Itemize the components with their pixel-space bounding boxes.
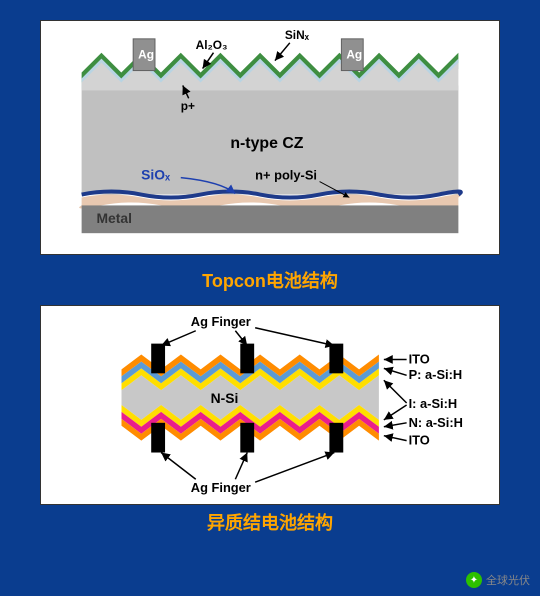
agfinger-bot-label: Ag Finger	[191, 480, 251, 495]
metal-layer	[82, 205, 459, 233]
watermark: ✦ 全球光伏	[466, 572, 530, 588]
al2o3-label: Al₂O₃	[196, 38, 228, 52]
wechat-icon: ✦	[466, 572, 482, 588]
siox-label: SiOₓ	[141, 167, 171, 183]
arrow-agtop-2	[235, 331, 247, 346]
sinx-arrow	[275, 43, 290, 61]
arrow-agbot-3	[255, 453, 334, 483]
ag-finger-top-1	[151, 344, 165, 374]
arrow-agbot-1	[161, 453, 196, 480]
arrow-agtop-3	[255, 328, 334, 346]
agfinger-top-label: Ag Finger	[191, 314, 251, 329]
ag-finger-top-2	[240, 344, 254, 374]
p-asi-label: P: a-Si:H	[409, 367, 463, 382]
topcon-diagram: Ag Ag Al₂O₃ SiNₓ p+ n-type CZ SiOₓ n+ po…	[40, 20, 500, 255]
ito-bot-label: ITO	[409, 433, 430, 448]
ito-top-label: ITO	[409, 351, 430, 366]
watermark-text: 全球光伏	[486, 572, 530, 588]
i-asi-label: I: a-Si:H	[409, 396, 458, 411]
n-asi-label: N: a-Si:H	[409, 415, 463, 430]
arrow-agbot-2	[235, 453, 247, 480]
topcon-svg: Ag Ag Al₂O₃ SiNₓ p+ n-type CZ SiOₓ n+ po…	[41, 21, 499, 254]
hjt-caption: 异质结电池结构	[207, 505, 333, 539]
arrow-nasi	[384, 423, 407, 427]
metal-label: Metal	[96, 210, 131, 226]
ag-finger-top-3	[329, 344, 343, 374]
nsi-label: N-Si	[211, 390, 239, 406]
hjt-diagram: Ag Finger Ag Finger ITO P: a-Si:H I: a-S…	[40, 305, 500, 505]
ag-label-2: Ag	[346, 48, 362, 62]
pplus-label: p+	[181, 99, 195, 113]
npoly-label: n+ poly-Si	[255, 168, 317, 183]
arrow-ito-bot	[384, 436, 407, 441]
ag-label-1: Ag	[138, 48, 154, 62]
ntype-label: n-type CZ	[230, 135, 303, 152]
sinx-label: SiNₓ	[285, 28, 310, 42]
hjt-svg: Ag Finger Ag Finger ITO P: a-Si:H I: a-S…	[41, 306, 499, 504]
ag-finger-bot-1	[151, 423, 165, 453]
ag-finger-bot-2	[240, 423, 254, 453]
arrow-iasi-t	[384, 380, 407, 403]
arrow-agtop-1	[161, 331, 196, 346]
arrow-iasi-b	[384, 405, 407, 420]
topcon-caption: Topcon电池结构	[202, 263, 338, 297]
ag-finger-bot-3	[329, 423, 343, 453]
arrow-pasi	[384, 368, 407, 375]
